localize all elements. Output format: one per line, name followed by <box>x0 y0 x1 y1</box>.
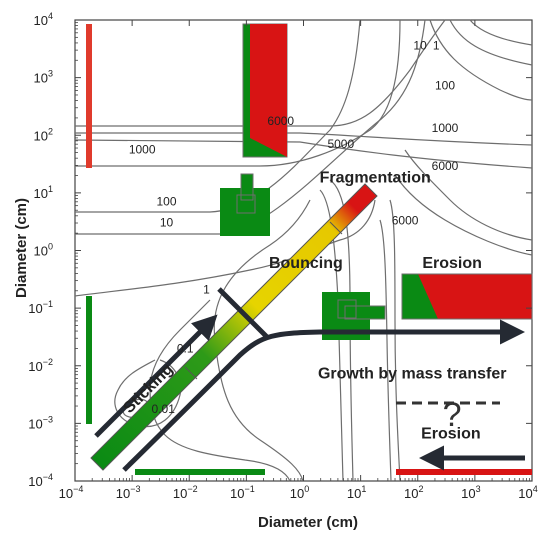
y-tick-label: 10−2 <box>28 357 53 374</box>
x-tick-exponent: 0 <box>304 484 309 494</box>
region-label: Erosion <box>421 425 481 442</box>
contour-label: 0.1 <box>177 341 194 355</box>
y-tick-label: 102 <box>34 126 53 143</box>
left-green-bar <box>86 296 92 424</box>
y-tick-exponent: 2 <box>48 126 53 136</box>
x-tick-exponent: −2 <box>187 484 197 494</box>
y-tick-exponent: −4 <box>43 472 53 482</box>
x-tick-label: 104 <box>518 484 537 501</box>
contour-label: 5000 <box>327 137 354 151</box>
x-tick-label: 10−3 <box>116 484 141 501</box>
y-tick-exponent: 4 <box>48 11 53 21</box>
right-box-notch <box>337 299 357 319</box>
x-tick-label: 10−1 <box>230 484 255 501</box>
region-label: Growth by mass transfer <box>318 366 507 383</box>
contour-label: 100 <box>157 195 177 209</box>
bottom-green-bar <box>135 469 265 475</box>
mid-box-stem <box>240 173 254 201</box>
y-tick-label: 10−4 <box>28 472 53 489</box>
y-tick-label: 104 <box>34 11 53 28</box>
right-box-stem <box>344 305 386 320</box>
region-label: Bouncing <box>269 255 343 272</box>
contour-label: 100 <box>435 79 455 93</box>
top-box-red <box>250 24 287 157</box>
x-tick-label: 10−2 <box>173 484 198 501</box>
x-tick-label: 10−4 <box>59 484 84 501</box>
x-tick-label: 103 <box>461 484 480 501</box>
y-axis-label: Diameter (cm) <box>13 198 30 298</box>
contour-label: 1 <box>203 282 210 296</box>
x-tick-label: 102 <box>404 484 423 501</box>
y-tick-exponent: 1 <box>48 184 53 194</box>
y-tick-exponent: −3 <box>43 414 53 424</box>
x-tick-exponent: 2 <box>418 484 423 494</box>
contour-label: 0.01 <box>152 402 176 416</box>
x-tick-label: 100 <box>290 484 309 501</box>
bouncing-threshold-bar <box>217 287 270 340</box>
contour-label: 1 <box>433 38 440 52</box>
contour-label: 6000 <box>267 114 294 128</box>
region-label: Fragmentation <box>320 170 431 187</box>
y-tick-label: 101 <box>34 184 53 201</box>
arrows <box>94 314 525 472</box>
y-tick-exponent: 0 <box>48 242 53 252</box>
bottom-red-bar <box>396 469 532 475</box>
mid-box-notch <box>236 194 256 214</box>
y-tick-exponent: 3 <box>48 69 53 79</box>
x-tick-label: 101 <box>347 484 366 501</box>
contour-labels: 6000 1000 5000 100 10 1 0.1 0.01 10 1 100 1000 6000 6… <box>129 38 459 416</box>
contour-label: 6000 <box>432 159 459 173</box>
x-tick-exponent: 3 <box>476 484 481 494</box>
contour-label: 1000 <box>432 121 459 135</box>
contour-label: 10 <box>160 216 174 230</box>
sticking-arrow <box>94 314 218 438</box>
region-label: Erosion <box>422 255 482 272</box>
x-tick-exponent: −4 <box>73 484 83 494</box>
y-tick-label: 103 <box>34 69 53 86</box>
x-axis-label: Diameter (cm) <box>258 514 358 531</box>
contour-label: 1000 <box>129 143 156 157</box>
y-tick-label: 100 <box>34 242 53 259</box>
x-tick-exponent: 1 <box>361 484 366 494</box>
mass-transfer-arrow <box>122 319 525 472</box>
y-tick-label: 10−1 <box>28 299 53 316</box>
x-tick-exponent: −1 <box>244 484 254 494</box>
erosion-box-green <box>402 274 438 319</box>
equal-size-band <box>90 183 378 471</box>
contour-label: 10 <box>413 38 427 52</box>
x-tick-exponent: 4 <box>533 484 538 494</box>
left-red-bar <box>86 24 92 168</box>
region-label: ? <box>443 396 462 434</box>
x-tick-exponent: −3 <box>130 484 140 494</box>
y-tick-label: 10−3 <box>28 414 53 431</box>
erosion-box-border <box>401 273 533 320</box>
y-tick-exponent: −1 <box>43 299 53 309</box>
contour-label: 6000 <box>392 214 419 228</box>
y-tick-exponent: −2 <box>43 357 53 367</box>
